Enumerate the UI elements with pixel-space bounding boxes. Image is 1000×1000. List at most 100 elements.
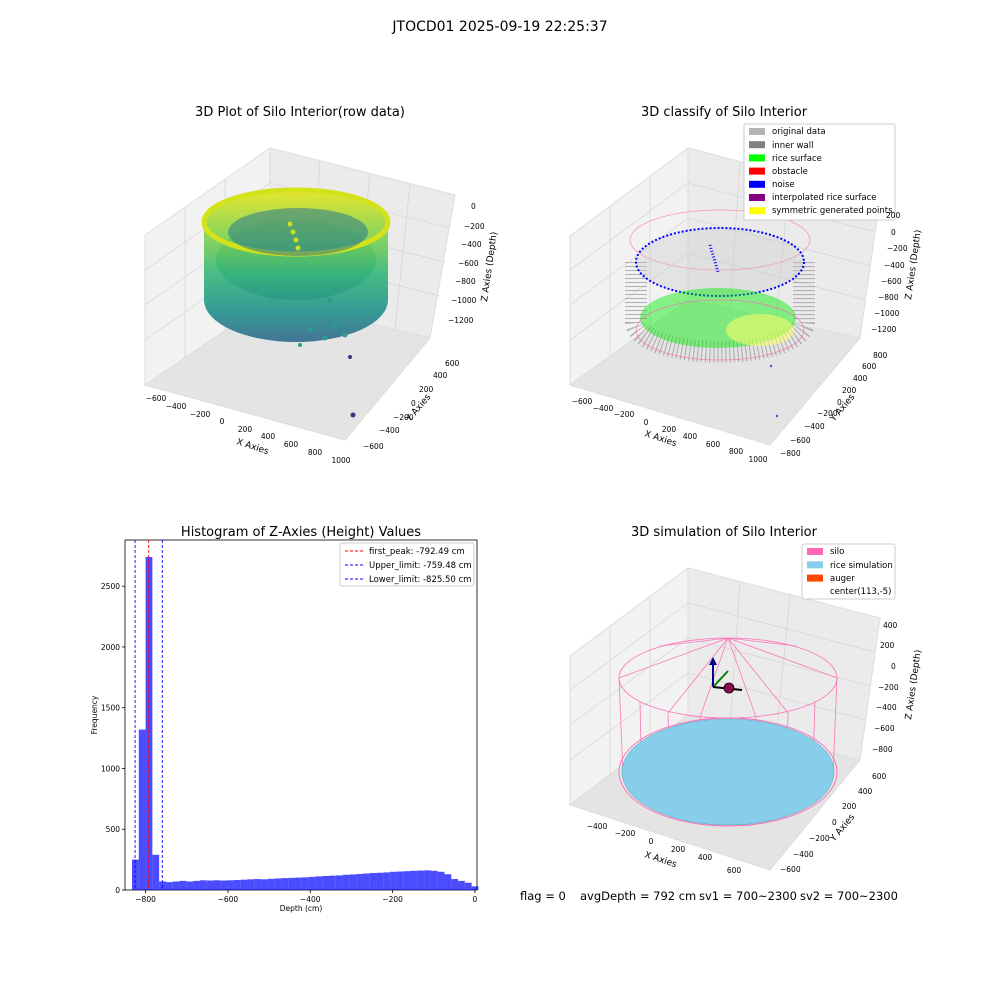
- histogram-y-tick-label: 2500: [101, 582, 120, 591]
- classify-z-tick: −1200: [871, 325, 897, 334]
- histogram-bar: [165, 882, 173, 890]
- histogram-bar: [451, 879, 459, 890]
- classify-legend-label: inner wall: [772, 141, 813, 151]
- classify-z-tick: −400: [884, 261, 905, 270]
- classify-legend-swatches: [749, 128, 765, 215]
- raw-y-tick: 200: [419, 385, 434, 394]
- classify-outlier-points: [769, 364, 779, 418]
- histogram-bar: [145, 557, 153, 890]
- sim-legend-label: rice simulation: [830, 561, 893, 571]
- histogram-x-tick-label: −400: [300, 895, 321, 904]
- classify-x-tick: 1000: [748, 455, 767, 464]
- classify-y-tick: 200: [842, 386, 857, 395]
- histogram-bar: [152, 854, 160, 890]
- sim-x-ticks: −400 −200 0 200 400 600: [587, 822, 742, 875]
- histogram-bar: [349, 874, 357, 890]
- classify-legend-frame: [743, 123, 896, 221]
- raw-z-label: Z Axies (Depth): [480, 231, 500, 302]
- histogram-bar: [206, 880, 214, 890]
- raw-x-ticks: −600 −400 −200 0 200 400 600 800 1000: [146, 394, 351, 465]
- histogram-y-tick-label: 2000: [101, 643, 120, 652]
- classify-legend-swatch: [749, 180, 765, 188]
- sim-y-tick: 600: [872, 772, 887, 781]
- classify-z-ticks: 200 0 −200 −400 −600 −800 −1000 −1200: [871, 211, 908, 334]
- histogram-y-ticks: 0 500 1000 1500 2000 2500: [101, 582, 125, 895]
- raw-z-tick: −600: [458, 259, 479, 268]
- histogram-bar: [369, 872, 377, 890]
- classify-x-tick: 0: [644, 418, 649, 427]
- histogram-bar: [288, 877, 296, 890]
- classify-y-tick: 400: [853, 374, 868, 383]
- footer-flag: flag = 0: [520, 889, 566, 903]
- histogram-bar: [179, 880, 187, 890]
- sim-y-ticks: −600 −400 −200 0 200 400 600: [780, 772, 887, 874]
- sim-x-tick: 200: [671, 845, 686, 854]
- histogram-y-label: Frequency: [90, 695, 99, 734]
- raw-z-tick: −1200: [448, 316, 474, 325]
- histogram-bar: [199, 880, 207, 890]
- histogram-bar: [356, 873, 363, 890]
- histogram-bar: [295, 877, 302, 890]
- raw-z-tick: −200: [464, 222, 485, 231]
- raw-x-tick: 0: [220, 417, 225, 426]
- histogram-x-tick-label: −800: [135, 895, 156, 904]
- footer-sv2: sv2 = 700~2300: [800, 889, 898, 903]
- classify-legend-swatch: [749, 141, 765, 149]
- histogram-bar: [172, 881, 180, 890]
- sim-legend-label: auger: [830, 574, 855, 584]
- raw-z-tick: −400: [461, 240, 482, 249]
- classify-legend: original data inner wall rice surface ob…: [743, 123, 896, 221]
- sim-z-tick: −600: [874, 724, 895, 733]
- sim-x-tick: −200: [615, 829, 636, 838]
- histogram-bar: [322, 876, 329, 890]
- histogram-bar: [403, 871, 411, 890]
- histogram-bar: [131, 859, 139, 890]
- classify-symmetric-points: [726, 314, 794, 346]
- histogram-bar: [424, 870, 431, 890]
- sim-auger-axes: [709, 657, 743, 694]
- classify-legend-swatch: [749, 128, 765, 135]
- classify-legend-label: original data: [772, 127, 826, 137]
- histogram-bar: [220, 880, 228, 890]
- sim-y-tick: 400: [858, 787, 873, 796]
- raw-z-ticks: 0 −200 −400 −600 −800 −1000 −1200: [448, 202, 485, 325]
- raw-y-tick: −400: [379, 426, 400, 435]
- histogram-legend-frame: [339, 542, 475, 587]
- classify-x-tick: −600: [572, 397, 593, 406]
- classify-legend-swatch: [749, 194, 765, 201]
- histogram-bar: [335, 875, 343, 890]
- histogram-bar: [301, 877, 309, 890]
- histogram-bar: [261, 879, 268, 890]
- raw-x-tick: 200: [238, 425, 253, 434]
- histogram-bar: [267, 878, 275, 890]
- classify-z-tick: 0: [891, 228, 896, 237]
- raw-z-tick: 0: [471, 202, 476, 211]
- histogram-bar: [281, 878, 289, 890]
- sim-legend-label: center(113,-5): [830, 587, 891, 597]
- histogram-bar: [247, 879, 255, 890]
- classify-z-tick: −600: [881, 277, 902, 286]
- classify-legend-label: symmetric generated points: [772, 206, 893, 216]
- histogram-bar: [240, 879, 248, 890]
- histogram-bar: [227, 880, 234, 890]
- sim-z-tick: −400: [876, 703, 897, 712]
- histogram-y-tick-label: 0: [115, 886, 120, 895]
- raw-z-tick: −800: [455, 277, 476, 286]
- classify-legend-swatch: [749, 167, 765, 175]
- histogram-bar: [410, 870, 418, 890]
- sim-legend: silo rice simulation auger center(113,-5…: [801, 543, 896, 600]
- classify-x-tick: 800: [729, 447, 744, 456]
- classify-legend-swatch: [749, 207, 765, 215]
- histogram-bars: [131, 557, 479, 890]
- raw-y-tick: −600: [363, 442, 384, 451]
- figure-title: JTOCD01 2025-09-19 22:25:37: [391, 19, 607, 35]
- histogram-bar: [417, 870, 425, 890]
- classify-z-label: Z Axies (Depth): [904, 229, 924, 300]
- sim-z-ticks: 400 200 0 −200 −400 −600 −800: [872, 621, 899, 754]
- histogram-y-tick-label: 500: [106, 825, 121, 834]
- histogram-x-tick-label: 0: [473, 895, 478, 904]
- sim-rice-simulation-surface: [621, 718, 835, 826]
- panel-classify-title: 3D classify of Silo Interior: [641, 105, 808, 120]
- histogram-bar: [444, 874, 452, 890]
